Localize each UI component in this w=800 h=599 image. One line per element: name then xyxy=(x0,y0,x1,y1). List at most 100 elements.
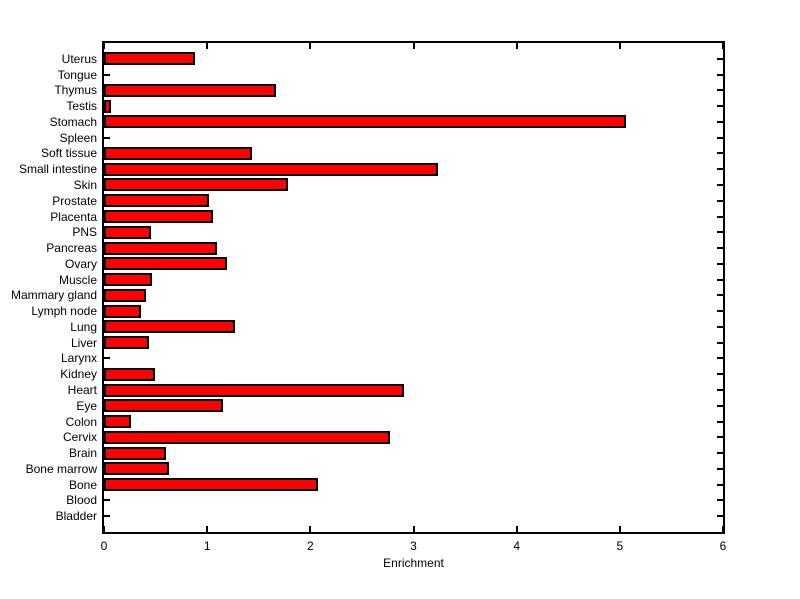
y-axis-tick xyxy=(717,436,723,439)
x-axis-label: Enrichment xyxy=(383,556,444,570)
ytick-label-eye: Eye xyxy=(76,398,97,413)
y-axis-tick xyxy=(717,73,723,76)
ytick-label-heart: Heart xyxy=(67,383,97,398)
y-axis-tick xyxy=(104,499,110,502)
x-axis-tick xyxy=(618,43,621,49)
y-axis-tick xyxy=(717,515,723,518)
x-axis-tick xyxy=(206,43,209,49)
ytick-label-skin: Skin xyxy=(73,177,97,192)
y-axis-tick xyxy=(717,105,723,108)
ytick-label-stomach: Stomach xyxy=(49,114,97,129)
y-axis-tick xyxy=(717,325,723,328)
ytick-label-small-intestine: Small intestine xyxy=(18,162,97,177)
ytick-label-blood: Blood xyxy=(66,493,97,508)
bar-eye xyxy=(104,399,223,413)
y-axis-tick xyxy=(104,73,110,76)
bar-soft-tissue xyxy=(104,146,252,160)
bar-pns xyxy=(104,225,152,239)
ytick-label-testis: Testis xyxy=(66,99,97,114)
bar-colon xyxy=(104,415,131,429)
ytick-label-brain: Brain xyxy=(68,446,97,461)
bar-bone-marrow xyxy=(104,462,169,476)
ytick-label-bone-marrow: Bone marrow xyxy=(25,461,97,476)
bar-muscle xyxy=(104,273,153,287)
bar-prostate xyxy=(104,194,210,208)
bar-thymus xyxy=(104,83,277,97)
ytick-label-colon: Colon xyxy=(65,414,97,429)
y-axis-tick xyxy=(717,452,723,455)
y-axis-tick xyxy=(717,499,723,502)
y-axis-tick xyxy=(717,89,723,92)
y-axis-tick xyxy=(717,120,723,123)
bar-cervix xyxy=(104,430,390,444)
ytick-label-cervix: Cervix xyxy=(62,430,97,445)
x-tick-label-6: 6 xyxy=(719,539,727,553)
y-axis-tick xyxy=(717,420,723,423)
ytick-label-bladder: Bladder xyxy=(55,509,97,524)
x-axis-tick xyxy=(412,43,415,49)
y-axis-tick xyxy=(717,357,723,360)
ytick-label-thymus: Thymus xyxy=(54,83,97,98)
ytick-label-ovary: Ovary xyxy=(64,256,97,271)
x-axis-tick xyxy=(515,43,518,49)
ytick-label-prostate: Prostate xyxy=(52,193,97,208)
y-axis-tick xyxy=(717,57,723,60)
y-axis-tick xyxy=(717,294,723,297)
x-axis-tick xyxy=(618,526,621,532)
bar-lung xyxy=(104,320,236,334)
bar-pancreas xyxy=(104,241,218,255)
x-axis-tick xyxy=(103,43,105,49)
x-axis-tick xyxy=(722,43,724,49)
y-axis-tick xyxy=(717,168,723,171)
ytick-label-pns: PNS xyxy=(72,225,97,240)
bar-skin xyxy=(104,178,288,192)
ytick-label-pancreas: Pancreas xyxy=(46,241,97,256)
x-axis-tick xyxy=(412,526,415,532)
y-axis-tick xyxy=(717,152,723,155)
y-axis-tick xyxy=(717,215,723,218)
y-axis-tick xyxy=(104,136,110,139)
bar-kidney xyxy=(104,367,155,381)
x-tick-label-1: 1 xyxy=(203,539,211,553)
bar-bone xyxy=(104,478,318,492)
y-axis-tick xyxy=(717,483,723,486)
ytick-label-tongue: Tongue xyxy=(57,67,97,82)
x-tick-label-0: 0 xyxy=(100,539,108,553)
ytick-label-liver: Liver xyxy=(70,335,97,350)
y-axis-tick xyxy=(717,231,723,234)
ytick-label-bone: Bone xyxy=(68,477,97,492)
x-tick-label-5: 5 xyxy=(616,539,624,553)
bar-testis xyxy=(104,99,112,113)
y-axis-tick xyxy=(717,247,723,250)
ytick-label-kidney: Kidney xyxy=(60,367,97,382)
bar-mammary-gland xyxy=(104,288,147,302)
bar-small-intestine xyxy=(104,162,439,176)
x-tick-label-3: 3 xyxy=(410,539,417,553)
ytick-label-larynx: Larynx xyxy=(60,351,97,366)
ytick-label-spleen: Spleen xyxy=(59,130,97,145)
bar-placenta xyxy=(104,210,214,224)
ytick-label-mammary-gland: Mammary gland xyxy=(10,288,97,303)
y-axis-tick xyxy=(717,341,723,344)
x-axis-tick xyxy=(309,43,312,49)
y-axis-tick xyxy=(717,183,723,186)
y-axis-tick xyxy=(717,136,723,139)
y-axis-tick xyxy=(717,404,723,407)
y-axis-tick xyxy=(104,515,110,518)
x-axis-tick xyxy=(206,526,209,532)
x-tick-label-2: 2 xyxy=(306,539,314,553)
x-axis-tick xyxy=(515,526,518,532)
bar-brain xyxy=(104,446,166,460)
ytick-label-placenta: Placenta xyxy=(50,209,97,224)
y-axis-tick xyxy=(717,199,723,202)
bar-liver xyxy=(104,336,150,350)
y-axis-tick xyxy=(717,310,723,313)
ytick-label-uterus: Uterus xyxy=(61,51,97,66)
bar-stomach xyxy=(104,115,627,129)
ytick-label-muscle: Muscle xyxy=(58,272,97,287)
bar-heart xyxy=(104,383,405,397)
ytick-label-soft-tissue: Soft tissue xyxy=(40,146,97,161)
x-tick-label-4: 4 xyxy=(513,539,520,553)
y-axis-tick xyxy=(717,373,723,376)
bar-uterus xyxy=(104,52,195,66)
